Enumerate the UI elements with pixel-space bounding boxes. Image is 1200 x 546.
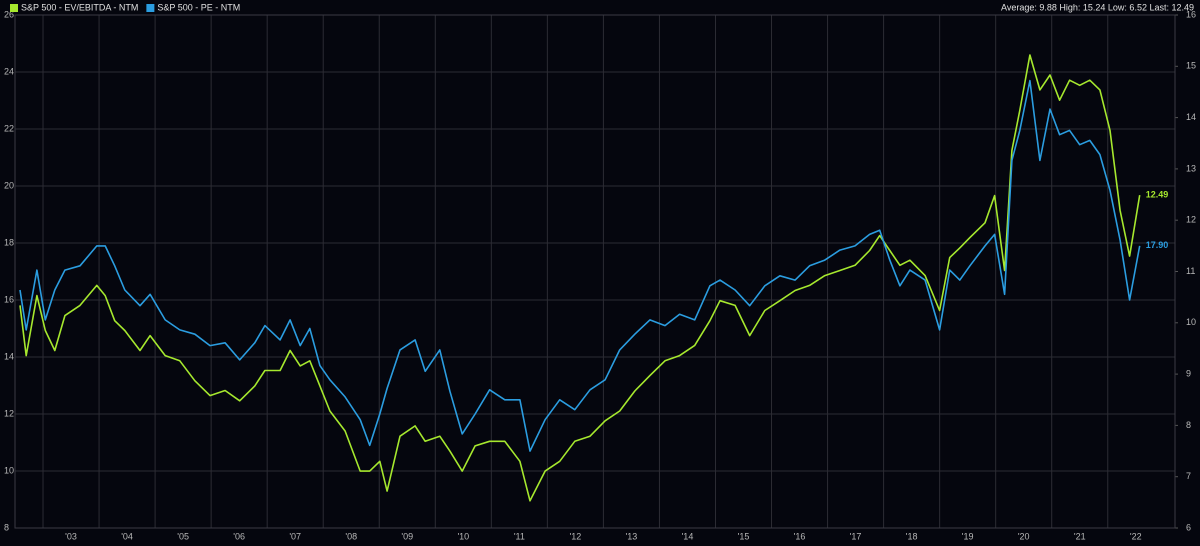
x-tick-label: '11 xyxy=(514,531,525,541)
y-tick-label: 10 xyxy=(4,465,14,475)
y2-tick-label: 12 xyxy=(1186,215,1196,225)
y-tick-label: 18 xyxy=(4,237,14,247)
x-tick-label: '05 xyxy=(177,531,189,541)
y2-tick-label: 14 xyxy=(1186,112,1196,122)
x-tick-label: '07 xyxy=(289,531,301,541)
y2-tick-label: 13 xyxy=(1186,163,1196,173)
x-tick-label: '22 xyxy=(1130,531,1142,541)
y-tick-label: 8 xyxy=(4,522,9,532)
legend-swatch xyxy=(10,4,18,12)
y-tick-label: 16 xyxy=(4,294,14,304)
y-tick-label: 20 xyxy=(4,180,14,190)
x-tick-label: '12 xyxy=(570,531,582,541)
y2-tick-label: 7 xyxy=(1186,471,1191,481)
x-tick-label: '14 xyxy=(682,531,694,541)
legend-label: S&P 500 - EV/EBITDA - NTM xyxy=(21,2,138,12)
x-tick-label: '15 xyxy=(738,531,750,541)
y2-tick-label: 15 xyxy=(1186,61,1196,71)
y-tick-label: 22 xyxy=(4,123,14,133)
y2-tick-label: 11 xyxy=(1186,266,1195,276)
x-tick-label: '18 xyxy=(906,531,918,541)
x-tick-label: '08 xyxy=(345,531,357,541)
y2-tick-label: 9 xyxy=(1186,368,1191,378)
y-tick-label: 12 xyxy=(4,408,14,418)
x-tick-label: '04 xyxy=(121,531,133,541)
x-tick-label: '17 xyxy=(850,531,862,541)
series-line xyxy=(19,79,1141,452)
series-line xyxy=(19,54,1141,502)
y2-tick-label: 8 xyxy=(1186,420,1191,430)
y2-tick-label: 10 xyxy=(1186,317,1196,327)
x-tick-label: '10 xyxy=(457,531,469,541)
x-tick-label: '13 xyxy=(626,531,638,541)
y2-tick-label: 16 xyxy=(1186,9,1196,19)
x-tick-label: '19 xyxy=(962,531,974,541)
y-tick-label: 14 xyxy=(4,351,14,361)
y2-tick-label: 6 xyxy=(1186,522,1191,532)
x-tick-label: '20 xyxy=(1018,531,1030,541)
x-tick-label: '21 xyxy=(1074,531,1086,541)
y-tick-label: 24 xyxy=(4,66,14,76)
plot-frame xyxy=(14,14,1176,529)
x-tick-label: '06 xyxy=(233,531,245,541)
x-tick-label: '09 xyxy=(401,531,413,541)
stats-header: Average: 9.88 High: 15.24 Low: 6.52 Last… xyxy=(1001,2,1194,12)
legend-label: S&P 500 - PE - NTM xyxy=(157,2,240,12)
x-tick-label: '16 xyxy=(794,531,806,541)
x-tick-label: '03 xyxy=(65,531,77,541)
legend-swatch xyxy=(146,4,155,12)
value-label: 12.49 xyxy=(1146,189,1169,199)
y-tick-label: 26 xyxy=(4,9,14,19)
value-label: 17.90 xyxy=(1146,240,1169,250)
